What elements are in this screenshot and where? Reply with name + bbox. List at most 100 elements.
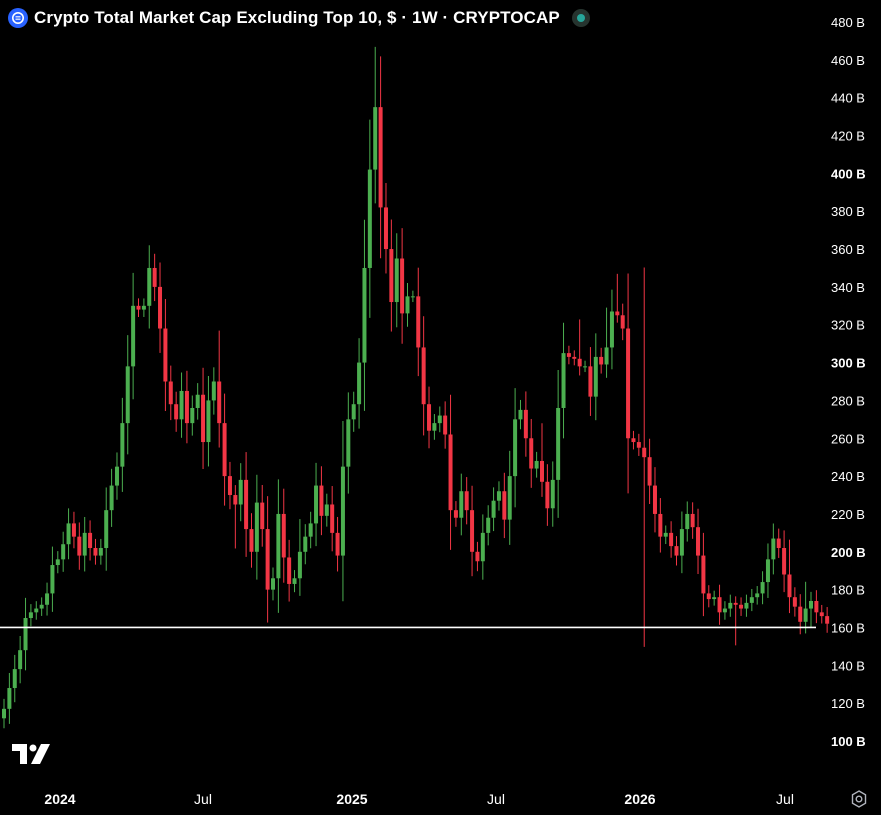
candle-body[interactable] [588,366,593,397]
candle-body[interactable] [233,495,238,505]
candle-body[interactable] [782,548,787,575]
candle-body[interactable] [184,390,189,424]
candle-body[interactable] [534,460,539,469]
candle-body[interactable] [50,565,55,594]
candle-body[interactable] [362,267,367,363]
candle-body[interactable] [647,457,652,486]
candle-body[interactable] [410,296,415,298]
candle-body[interactable] [308,523,313,537]
candle-body[interactable] [357,362,362,405]
candle-body[interactable] [696,527,701,556]
candle-body[interactable] [168,381,173,405]
candle-body[interactable] [93,548,98,556]
candle-body[interactable] [491,500,496,518]
candle-body[interactable] [416,296,421,348]
candle-body[interactable] [652,485,657,514]
candle-body[interactable] [480,532,485,562]
candle-body[interactable] [174,404,179,420]
candle-body[interactable] [470,510,475,552]
candle-body[interactable] [550,479,555,509]
candle-body[interactable] [421,347,426,405]
candle-body[interactable] [749,597,754,603]
candle-body[interactable] [12,669,17,689]
candle-body[interactable] [190,407,195,424]
candle-body[interactable] [674,546,679,556]
candle-body[interactable] [292,578,297,584]
candle-body[interactable] [373,107,378,170]
candle-body[interactable] [260,502,265,530]
candle-body[interactable] [496,491,501,501]
candle-body[interactable] [136,305,141,310]
candle-body[interactable] [432,423,437,431]
candle-body[interactable] [486,517,491,533]
candle-body[interactable] [351,404,356,420]
candle-body[interactable] [152,267,157,287]
candle-body[interactable] [346,419,351,467]
candle-body[interactable] [367,169,372,268]
candle-body[interactable] [529,438,534,469]
candle-body[interactable] [120,423,125,467]
candle-body[interactable] [330,504,335,533]
candle-body[interactable] [599,356,604,365]
candle-body[interactable] [814,600,819,613]
candle-body[interactable] [540,460,544,482]
candle-body[interactable] [28,612,33,619]
candle-body[interactable] [158,286,163,329]
candle-body[interactable] [394,258,399,303]
price-axis[interactable]: 480 B 460 B 440 B 420 B 400 B 380 B 360 B 340 B… [831,15,866,749]
candle-body[interactable] [400,258,405,314]
candle-body[interactable] [502,491,507,520]
candle-body[interactable] [712,597,717,600]
candle-body[interactable] [765,559,770,583]
candle-body[interactable] [427,404,432,431]
candle-body[interactable] [798,606,803,622]
candle-body[interactable] [39,604,44,609]
candle-body[interactable] [163,328,168,382]
candle-body[interactable] [378,107,383,208]
candle-body[interactable] [34,608,39,613]
candle-body[interactable] [217,381,222,424]
candle-body[interactable] [55,559,60,566]
candle-body[interactable] [437,415,442,424]
candle-body[interactable] [475,551,480,562]
candle-body[interactable] [722,608,727,613]
candle-body[interactable] [771,538,776,560]
candle-body[interactable] [104,510,109,549]
candle-body[interactable] [271,578,275,590]
candle-body[interactable] [620,315,625,329]
candle-body[interactable] [238,479,243,505]
candle-body[interactable] [556,407,561,480]
market-status-dot-icon[interactable] [571,9,590,27]
candle-body[interactable] [109,485,114,511]
candle-body[interactable] [604,347,609,365]
candle-body[interactable] [249,529,254,552]
candle-body[interactable] [276,513,281,579]
candle-body[interactable] [98,548,103,556]
candle-body[interactable] [706,593,711,600]
candle-body[interactable] [636,442,641,448]
candle-body[interactable] [131,305,136,367]
candle-body[interactable] [609,311,614,348]
candle-body[interactable] [733,602,738,605]
candle-body[interactable] [335,532,340,556]
candle-body[interactable] [685,513,690,530]
candle-body[interactable] [739,604,744,609]
tradingview-logo-icon[interactable] [12,744,52,771]
candle-body[interactable] [244,479,249,530]
candle-body[interactable] [663,532,668,537]
candle-body[interactable] [405,296,410,314]
candle-body[interactable] [61,544,66,560]
candle-body[interactable] [141,305,146,310]
candle-body[interactable] [88,532,93,549]
candle-body[interactable] [324,504,329,516]
candle-body[interactable] [459,491,464,518]
candle-body[interactable] [340,466,345,556]
candle-body[interactable] [281,513,286,558]
candle-body[interactable] [507,476,512,520]
candle-body[interactable] [443,415,448,435]
candle-body[interactable] [71,523,76,537]
candle-body[interactable] [383,207,388,250]
candle-body[interactable] [819,612,824,617]
candle-body[interactable] [728,602,733,609]
candle-body[interactable] [760,582,765,594]
